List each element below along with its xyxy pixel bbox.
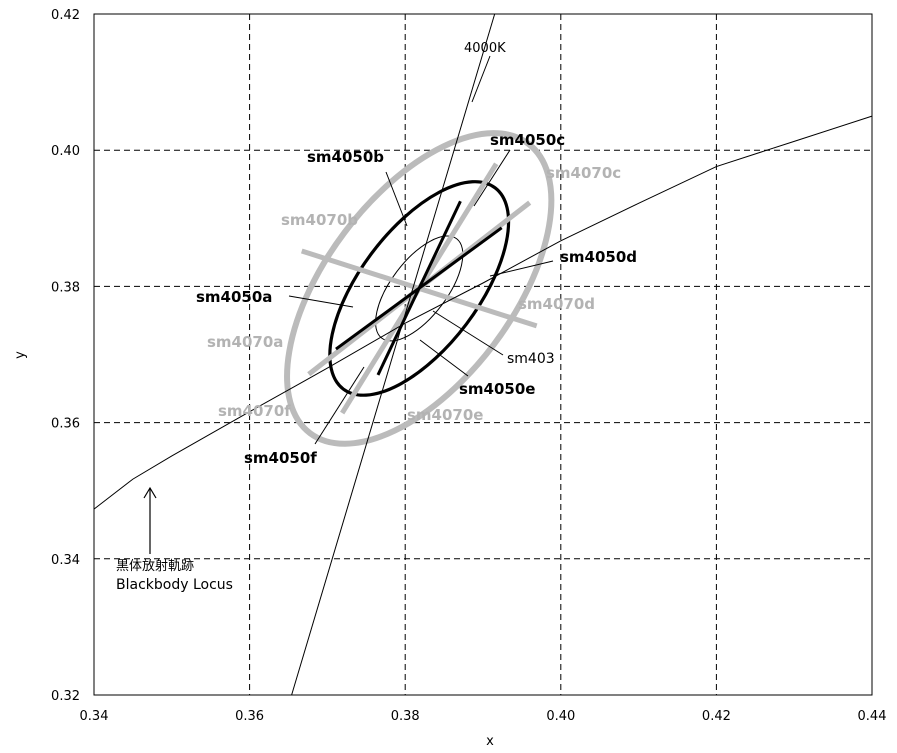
x-tick-label: 0.42 bbox=[702, 709, 731, 724]
locus-label-jp: 黒体放射軌跡 bbox=[116, 558, 194, 574]
tolerance-ellipses bbox=[284, 130, 555, 447]
y-tick-label: 0.38 bbox=[51, 280, 80, 295]
label-sm403: sm403 bbox=[507, 351, 555, 367]
label-sm4050e: sm4050e bbox=[459, 380, 535, 398]
leader-sm4050f bbox=[314, 366, 365, 445]
label-sm4070d: sm4070d bbox=[518, 295, 595, 313]
y-tick-label: 0.32 bbox=[51, 689, 80, 704]
ellipse-sm403 bbox=[375, 235, 464, 342]
tick-labels: 0.34 0.36 0.38 0.40 0.42 0.440.320.340.360.38… bbox=[51, 8, 886, 724]
blackbody-locus-line bbox=[93, 115, 873, 510]
leader-sm4050e bbox=[419, 339, 469, 377]
label-4000k: 4000K bbox=[464, 41, 506, 56]
x-tick-label: 0.38 bbox=[391, 709, 420, 724]
label-sm4070a: sm4070a bbox=[207, 333, 283, 351]
sm4050-labels: sm4050b sm4050c sm4050d sm4050a sm4050e … bbox=[196, 131, 637, 467]
label-sm4050c: sm4050c bbox=[490, 131, 565, 149]
curves bbox=[93, 13, 873, 696]
y-axis-label: y bbox=[13, 351, 28, 359]
y-tick-label: 0.42 bbox=[51, 8, 80, 23]
arrow-icon bbox=[143, 486, 157, 554]
locus-label-en: Blackbody Locus bbox=[116, 577, 233, 593]
label-sm4050a: sm4050a bbox=[196, 288, 272, 306]
y-tick-label: 0.36 bbox=[51, 417, 80, 432]
ellipse-sm4050 bbox=[328, 180, 511, 397]
cct-4000k-line bbox=[291, 13, 496, 696]
x-axis-label: x bbox=[486, 734, 494, 749]
leader-sm403 bbox=[432, 310, 504, 356]
label-sm4070b: sm4070b bbox=[281, 211, 358, 229]
leader-sm4050b bbox=[385, 171, 408, 227]
leader-sm4050a bbox=[288, 295, 354, 308]
label-sm4050d: sm4050d bbox=[560, 248, 637, 266]
leader-4000k bbox=[471, 55, 491, 103]
label-sm4050f: sm4050f bbox=[244, 449, 317, 467]
leader-sm4050c bbox=[473, 149, 511, 207]
label-sm4050b: sm4050b bbox=[307, 148, 384, 166]
x-tick-label: 0.44 bbox=[858, 709, 887, 724]
x-tick-label: 0.36 bbox=[235, 709, 264, 724]
label-sm4070c: sm4070c bbox=[546, 164, 621, 182]
label-sm4070f: sm4070f bbox=[218, 402, 291, 420]
leader-sm4050d bbox=[489, 260, 554, 277]
ellipse-sm4070 bbox=[284, 130, 555, 447]
grid-lines bbox=[94, 14, 872, 695]
sm4070-labels: sm4070b sm4070c sm4070d sm4070a sm4070f … bbox=[207, 164, 621, 424]
y-tick-label: 0.40 bbox=[51, 144, 80, 159]
plot-frame bbox=[93, 13, 873, 696]
label-sm4070e: sm4070e bbox=[407, 406, 483, 424]
leader-lines bbox=[288, 55, 554, 445]
x-tick-label: 0.40 bbox=[546, 709, 575, 724]
quadrangle-line-black bbox=[376, 200, 462, 376]
y-tick-label: 0.34 bbox=[51, 553, 80, 568]
x-tick-label: 0.34 bbox=[80, 709, 109, 724]
